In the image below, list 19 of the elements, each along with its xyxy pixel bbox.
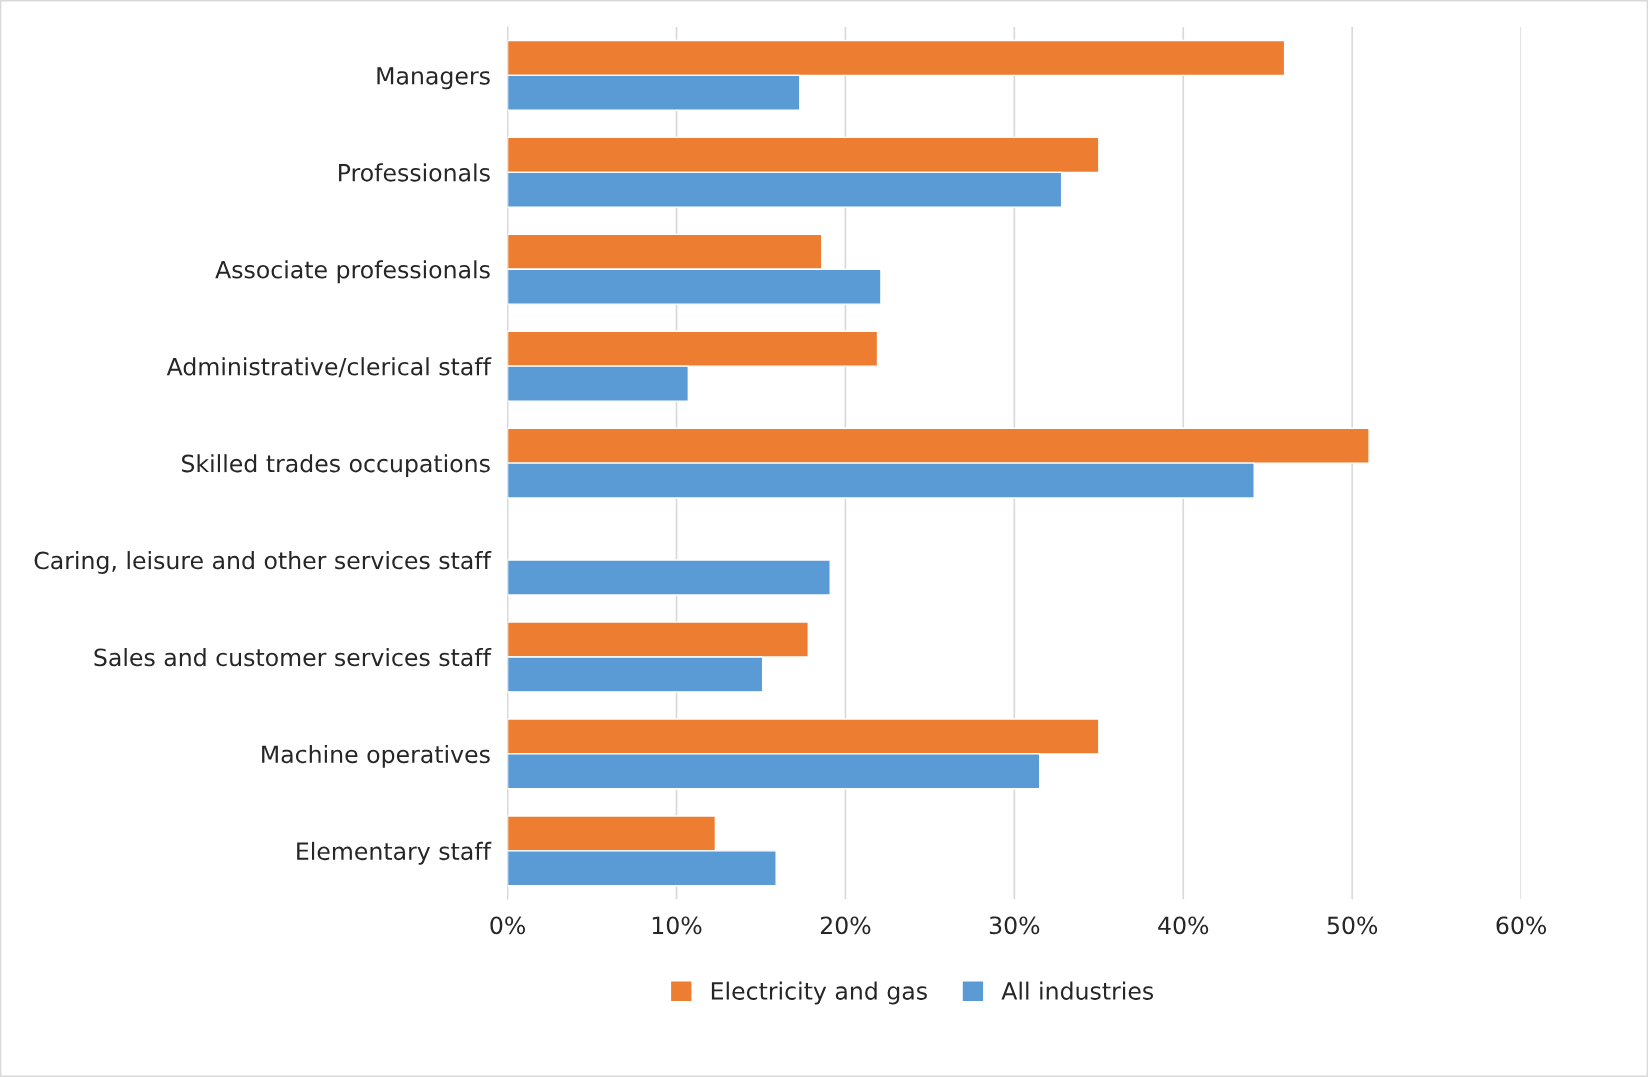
y-tick-label: Caring, leisure and other services staff (34, 551, 492, 574)
y-tick-label: Managers (377, 67, 490, 90)
x-tick-label: 40% (1158, 916, 1209, 935)
x-tick-label: 60% (1496, 916, 1547, 935)
x-tick-label: 50% (1327, 916, 1378, 935)
legend-label: All industries (1001, 981, 1154, 1000)
x-tick-label: 0% (490, 916, 526, 935)
y-tick-label: Machine operatives (262, 744, 490, 768)
x-tick-label: 20% (820, 916, 871, 935)
y-tick-label: Administrative/clerical staff (166, 357, 492, 378)
y-tick-label: Skilled trades occupations (182, 454, 490, 477)
bar (507, 559, 831, 596)
legend-label: Electricity and gas (711, 981, 927, 1005)
y-tick-label: Professionals (339, 163, 490, 182)
y-tick-label: Sales and customer services staff (94, 648, 492, 667)
x-tick-label: 10% (652, 916, 702, 935)
y-tick-label: Elementary staff (297, 841, 492, 865)
y-tick-label: Associate professionals (215, 260, 490, 284)
x-tick-label: 30% (989, 916, 1040, 935)
